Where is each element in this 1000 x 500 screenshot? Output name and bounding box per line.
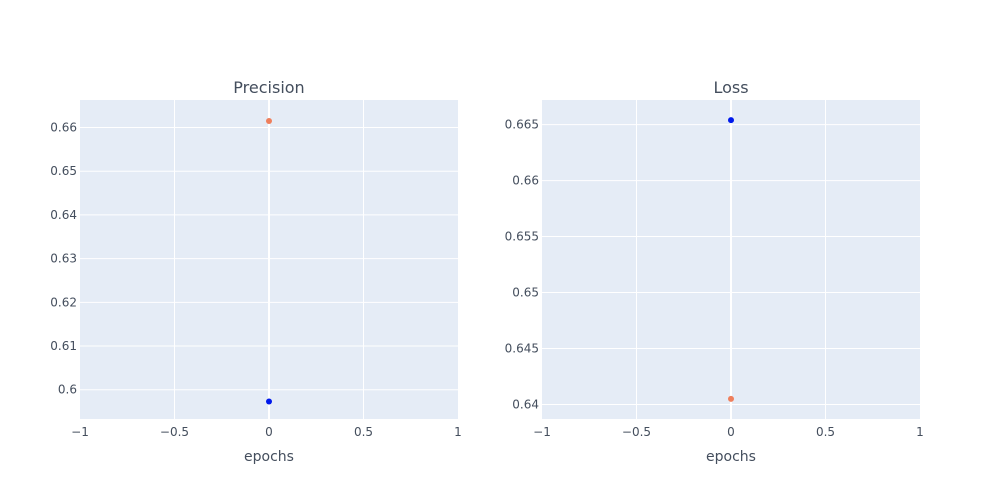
x-tick-label: 0.5 xyxy=(816,425,835,439)
y-tick-label: 0.65 xyxy=(512,286,539,300)
data-point-loss-1[interactable] xyxy=(728,395,734,402)
x-tick-labels-precision: −1 −0.5 0 0.5 1 xyxy=(71,425,462,439)
data-point-precision-1[interactable] xyxy=(266,398,272,405)
y-tick-label: 0.655 xyxy=(505,230,539,244)
subplot-title-precision: Precision xyxy=(233,78,304,97)
y-tick-labels-loss: 0.64 0.645 0.65 0.655 0.66 0.665 xyxy=(505,118,539,412)
x-tick-label: 0 xyxy=(727,425,735,439)
x-tick-labels-loss: −1 −0.5 0 0.5 1 xyxy=(533,425,924,439)
y-tick-label: 0.66 xyxy=(50,121,77,135)
y-tick-label: 0.64 xyxy=(50,208,77,222)
x-tick-label: 0 xyxy=(265,425,273,439)
subplot-loss: Loss −1 −0.5 0 0.5 1 0.640.6450.650.6550.660… xyxy=(505,78,924,465)
y-tick-label: 0.66 xyxy=(512,174,539,188)
subplot-title-loss: Loss xyxy=(713,78,748,97)
y-tick-label: 0.64 xyxy=(512,397,539,411)
y-tick-label: 0.645 xyxy=(505,341,539,355)
y-gridlines-loss xyxy=(542,124,920,405)
x-gridlines-precision xyxy=(174,100,364,419)
x-axis-label-loss: epochs xyxy=(706,449,756,465)
x-gridlines-loss xyxy=(636,100,826,419)
x-axis-label-precision: epochs xyxy=(244,449,294,465)
y-tick-label: 0.62 xyxy=(50,295,77,309)
subplot-precision: Precision −1 −0.5 0 0.5 1 0.60.610.620.630.6… xyxy=(50,78,462,465)
x-tick-label: −1 xyxy=(533,425,551,439)
y-tick-label: 0.665 xyxy=(505,118,539,132)
y-tick-label: 0.65 xyxy=(50,164,77,178)
y-tick-labels-precision: 0.6 0.61 0.62 0.63 0.64 0.65 0.66 xyxy=(50,121,77,397)
x-tick-label: 1 xyxy=(916,425,924,439)
y-tick-label: 0.61 xyxy=(50,339,77,353)
x-tick-label: 1 xyxy=(454,425,462,439)
points-loss xyxy=(728,117,734,402)
x-tick-label: 0.5 xyxy=(354,425,373,439)
data-point-loss-0[interactable] xyxy=(728,117,734,124)
y-tick-label: 0.63 xyxy=(50,252,77,266)
y-tick-label: 0.6 xyxy=(58,383,77,397)
points-precision xyxy=(266,117,272,405)
x-tick-label: −0.5 xyxy=(160,425,189,439)
x-tick-label: −0.5 xyxy=(622,425,651,439)
x-tick-label: −1 xyxy=(71,425,89,439)
data-point-precision-0[interactable] xyxy=(266,117,272,124)
y-gridlines-precision xyxy=(80,127,458,391)
